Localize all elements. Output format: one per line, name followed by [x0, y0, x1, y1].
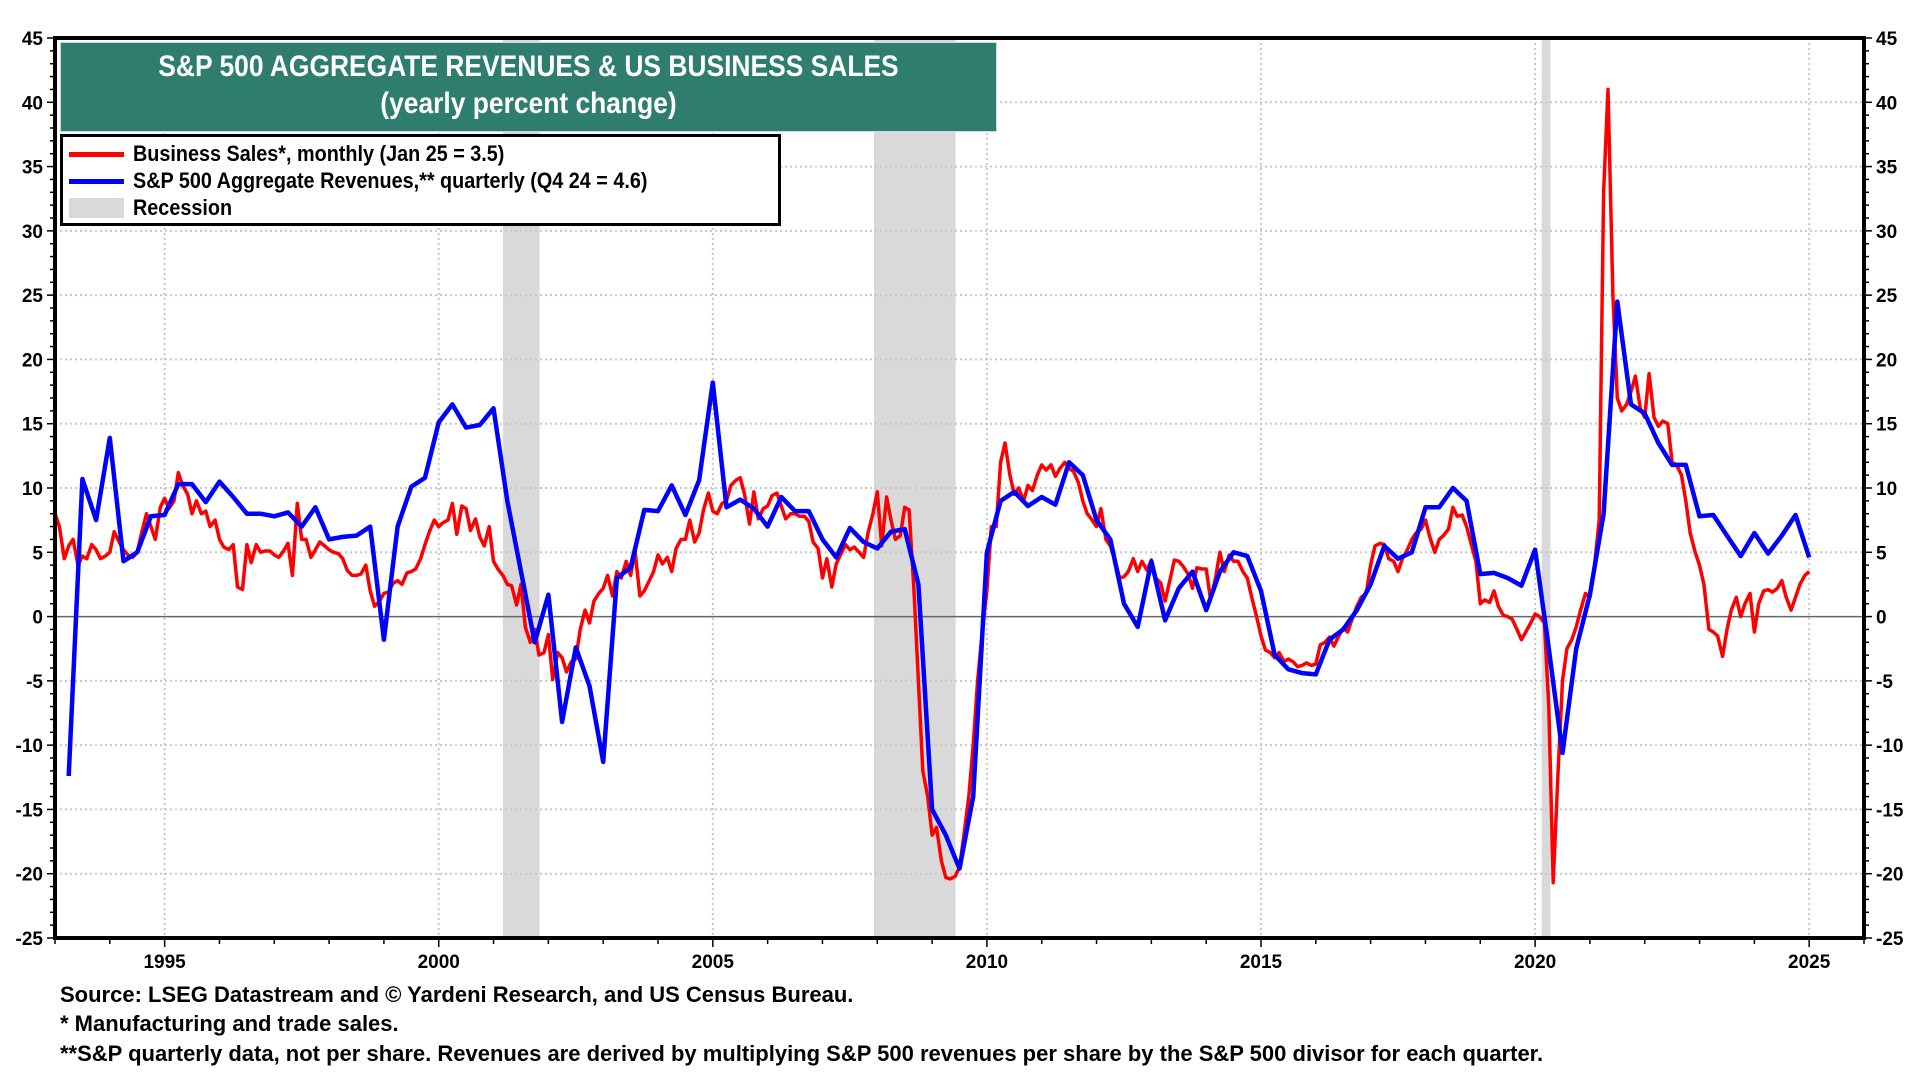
- legend-item-sp500-revenues: S&P 500 Aggregate Revenues,** quarterly …: [69, 168, 705, 194]
- y-tick-label-left: -15: [16, 800, 44, 821]
- chart-subtitle: (yearly percent change): [380, 87, 677, 120]
- y-tick-label-right: -20: [1876, 865, 1903, 886]
- y-tick-label-right: 35: [1876, 158, 1898, 179]
- legend-swatch-blue-line: [69, 178, 124, 184]
- legend-swatch-recession: [69, 198, 124, 218]
- y-tick-label-left: 5: [32, 543, 43, 564]
- y-tick-label-left: 20: [22, 350, 43, 371]
- chart-title-box: S&P 500 AGGREGATE REVENUES & US BUSINESS…: [60, 42, 997, 132]
- left-y-axis: 45 40 35 30 25 20 15 10 5 0 -5 -10 -15 -20 -25: [16, 29, 55, 950]
- x-tick-label: 2010: [966, 952, 1008, 973]
- y-tick-label-left: -25: [16, 929, 44, 950]
- footer-note-2: **S&P quarterly data, not per share. Rev…: [60, 1041, 1544, 1066]
- y-tick-label-right: -15: [1876, 800, 1904, 821]
- legend: Business Sales*, monthly (Jan 25 = 3.5) …: [60, 134, 781, 226]
- y-tick-label-left: 10: [22, 479, 43, 500]
- y-tick-label-left: -10: [16, 736, 43, 757]
- y-tick-label-right: 5: [1876, 543, 1887, 564]
- y-tick-label-right: 20: [1876, 350, 1897, 371]
- y-tick-label-left: 35: [22, 158, 44, 179]
- y-tick-label-left: 0: [32, 608, 43, 629]
- legend-item-business-sales: Business Sales*, monthly (Jan 25 = 3.5): [69, 141, 546, 167]
- series-business-sales: [53, 87, 1811, 885]
- x-tick-label: 2025: [1788, 952, 1831, 973]
- y-tick-label-left: 15: [22, 415, 44, 436]
- x-axis: 1995 2000 2005 2010 2015 2020 2025: [54, 938, 1865, 973]
- legend-item-recession: Recession: [69, 195, 243, 221]
- y-tick-label-right: 45: [1876, 29, 1898, 50]
- recession-band: [873, 38, 956, 938]
- series-lines: [53, 87, 1812, 885]
- y-tick-label-right: 40: [1876, 93, 1897, 114]
- y-tick-label-right: 30: [1876, 222, 1897, 243]
- y-tick-label-right: -25: [1876, 929, 1904, 950]
- y-tick-label-right: 15: [1876, 415, 1898, 436]
- footer-source: Source: LSEG Datastream and © Yardeni Re…: [60, 982, 854, 1007]
- series-sp500-revenues: [66, 299, 1812, 871]
- y-tick-label-left: -20: [16, 865, 43, 886]
- right-y-axis: 45 40 35 30 25 20 15 10 5 0 -5 -10 -15 -20 -25: [1864, 29, 1904, 950]
- y-tick-label-right: 10: [1876, 479, 1897, 500]
- y-tick-label-right: 0: [1876, 608, 1887, 629]
- y-tick-label-left: 40: [22, 93, 43, 114]
- x-tick-label: 2000: [418, 952, 460, 973]
- footer-note-1: * Manufacturing and trade sales.: [60, 1011, 399, 1036]
- legend-label: Business Sales*, monthly (Jan 25 = 3.5): [133, 141, 505, 166]
- x-tick-label: 2005: [692, 952, 735, 973]
- x-tick-label: 2015: [1240, 952, 1283, 973]
- y-tick-label-right: -5: [1876, 672, 1893, 693]
- x-tick-label: 1995: [143, 952, 186, 973]
- y-tick-label-left: 30: [22, 222, 43, 243]
- legend-swatch-red-line: [69, 151, 124, 157]
- y-tick-label-left: -5: [26, 672, 43, 693]
- y-tick-label-right: -10: [1876, 736, 1903, 757]
- y-tick-label-left: 45: [22, 29, 44, 50]
- legend-label: Recession: [133, 195, 233, 220]
- chart-title: S&P 500 AGGREGATE REVENUES & US BUSINESS…: [158, 50, 899, 83]
- x-tick-label: 2020: [1514, 952, 1556, 973]
- y-tick-label-right: 25: [1876, 286, 1898, 307]
- y-tick-label-left: 25: [22, 286, 44, 307]
- legend-label: S&P 500 Aggregate Revenues,** quarterly …: [133, 168, 648, 193]
